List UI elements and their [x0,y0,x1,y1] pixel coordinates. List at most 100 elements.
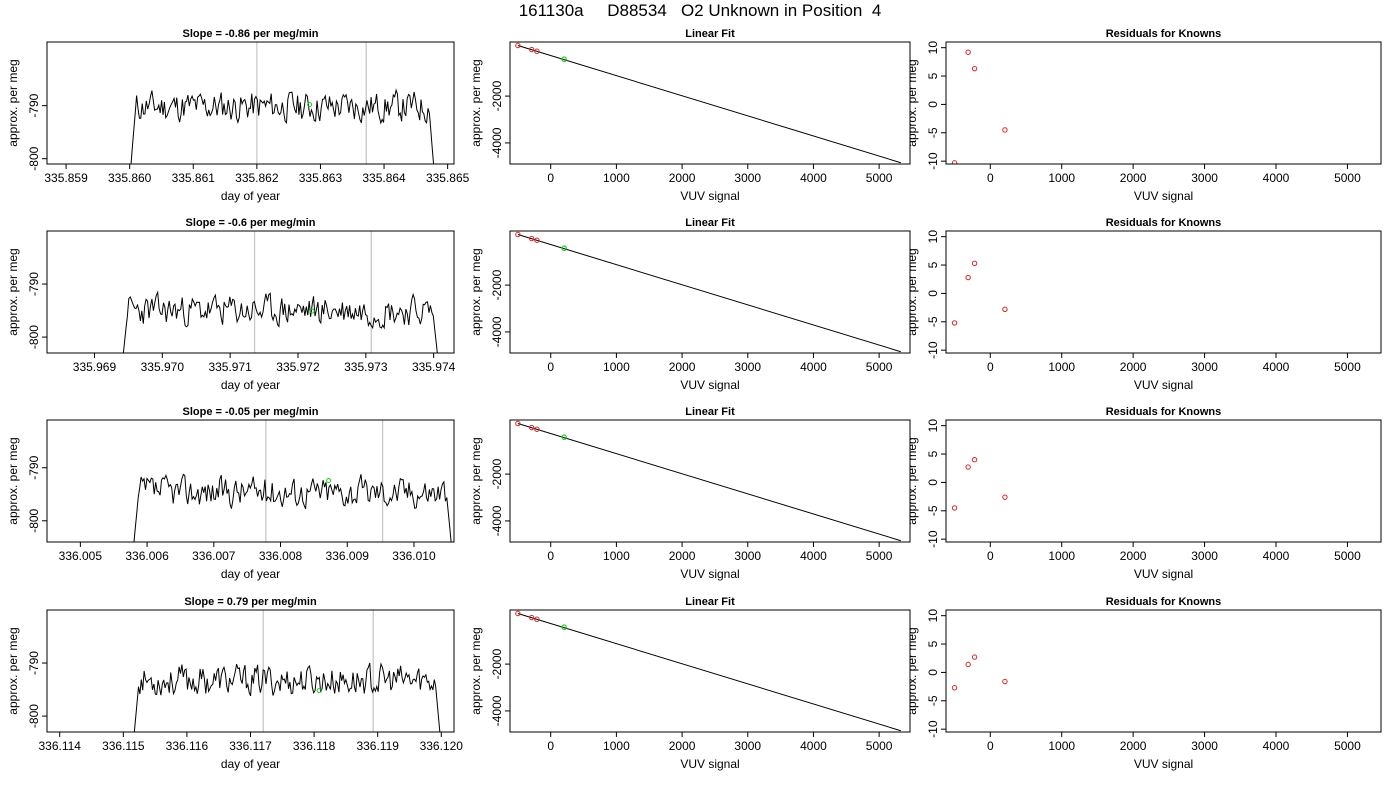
plot-area [515,42,901,164]
plot-frame [46,230,455,354]
x-tick-label: 336.119 [356,739,399,753]
x-tick-label: 336.116 [166,739,209,753]
fit-line [517,423,901,542]
x-tick-label: 335.969 [73,360,117,374]
known-point [528,235,535,242]
y-tick-label: -5 [926,316,940,327]
plot-area [951,654,1008,691]
x-axis-label: VUV signal [680,757,739,771]
y-tick-label: 10 [926,419,940,433]
x-tick-label: 335.861 [172,171,216,185]
plot-frame [945,609,1382,733]
x-tick-label: 5000 [1334,739,1361,753]
y-tick-label: 10 [926,609,940,623]
x-tick-label: 4000 [1263,360,1290,374]
x-tick-label: 335.972 [276,360,320,374]
signal-line [133,662,441,732]
residual-point [965,49,971,55]
x-tick-label: 5000 [866,739,893,753]
x-tick-label: 335.859 [44,171,88,185]
x-tick-label: 3000 [734,739,761,753]
unknown-point [561,245,567,252]
y-tick-label: 5 [926,450,940,457]
y-axis-label: approx. per meg [905,59,919,146]
residual-point [971,260,978,267]
x-axis-label: VUV signal [680,189,739,203]
x-tick-label: 1000 [1048,549,1075,563]
x-tick-label: 336.008 [259,549,303,563]
plot-frame [509,230,911,354]
x-tick-label: 2000 [1120,549,1147,563]
x-axis-label: VUV signal [1134,757,1193,771]
x-axis-label: day of year [221,189,280,203]
x-tick-label: 4000 [800,171,827,185]
x-tick-label: 336.006 [125,549,169,563]
y-tick-label: 5 [926,72,940,79]
x-tick-label: 5000 [1334,549,1361,563]
x-tick-label: 4000 [1263,549,1290,563]
x-tick-label: 0 [987,549,994,563]
x-tick-label: 2000 [669,171,696,185]
plot-area [122,231,438,353]
plot-area [130,42,435,164]
y-tick-label: -2000 [490,648,504,679]
signal-line [130,88,435,164]
panel-title: Slope = -0.6 per meg/min [186,217,316,229]
panel-1-2: Linear Fit VUV signal approx. per meg 0 1000… [469,28,911,203]
x-tick-label: 3000 [1191,739,1218,753]
y-tick-label: -4000 [490,127,504,158]
known-point [515,42,521,49]
x-tick-label: 2000 [669,549,696,563]
y-tick-label: 5 [926,640,940,647]
x-tick-label: 4000 [800,360,827,374]
x-tick-label: 3000 [734,171,761,185]
plot-frame [945,230,1382,354]
y-tick-label: -790 [27,651,41,675]
x-tick-label: 2000 [669,739,696,753]
figure-title: 161130a D88534 O2 Unknown in Position 4 [518,1,882,20]
panel-title: Linear Fit [685,406,735,418]
panel-2-2: Linear Fit VUV signal approx. per meg 0 1000… [469,217,911,392]
y-tick-label: 10 [926,230,940,244]
y-tick-label: -10 [926,341,940,359]
x-tick-label: 1000 [603,360,630,374]
y-tick-label: -790 [27,93,41,117]
x-tick-label: 336.120 [420,739,464,753]
y-tick-label: -5 [926,695,940,706]
plot-area [133,610,441,732]
y-axis-label: approx. per meg [6,437,20,524]
y-tick-label: 0 [926,669,940,676]
x-axis-label: VUV signal [1134,567,1193,581]
unknown-point [309,308,315,314]
known-point [534,616,540,622]
y-tick-label: -800 [27,704,41,728]
x-tick-label: 5000 [866,360,893,374]
x-tick-label: 0 [547,549,554,563]
x-tick-label: 335.863 [299,171,343,185]
y-axis-label: approx. per meg [469,59,483,146]
y-axis-label: approx. per meg [469,627,483,714]
x-tick-label: 5000 [1334,171,1361,185]
residual-point [965,661,971,668]
known-point [515,420,521,427]
x-tick-label: 3000 [1191,171,1218,185]
x-tick-label: 336.117 [229,739,272,753]
residual-point [965,464,971,470]
residual-point [971,457,978,463]
x-axis-label: VUV signal [680,567,739,581]
known-point [528,614,535,621]
x-tick-label: 1000 [603,739,630,753]
y-tick-label: -5 [926,505,940,516]
residual-point [951,320,958,326]
y-tick-label: -4000 [490,695,504,726]
unknown-point [307,102,313,108]
known-point [528,46,535,53]
residual-point [971,654,978,660]
panel-title: Slope = -0.05 per meg/min [182,406,318,418]
x-axis-label: day of year [221,378,280,392]
plot-area [515,420,901,542]
unknown-point [561,56,567,63]
x-axis-label: day of year [221,757,280,771]
x-axis-label: VUV signal [1134,378,1193,392]
y-tick-label: -4000 [490,316,504,347]
